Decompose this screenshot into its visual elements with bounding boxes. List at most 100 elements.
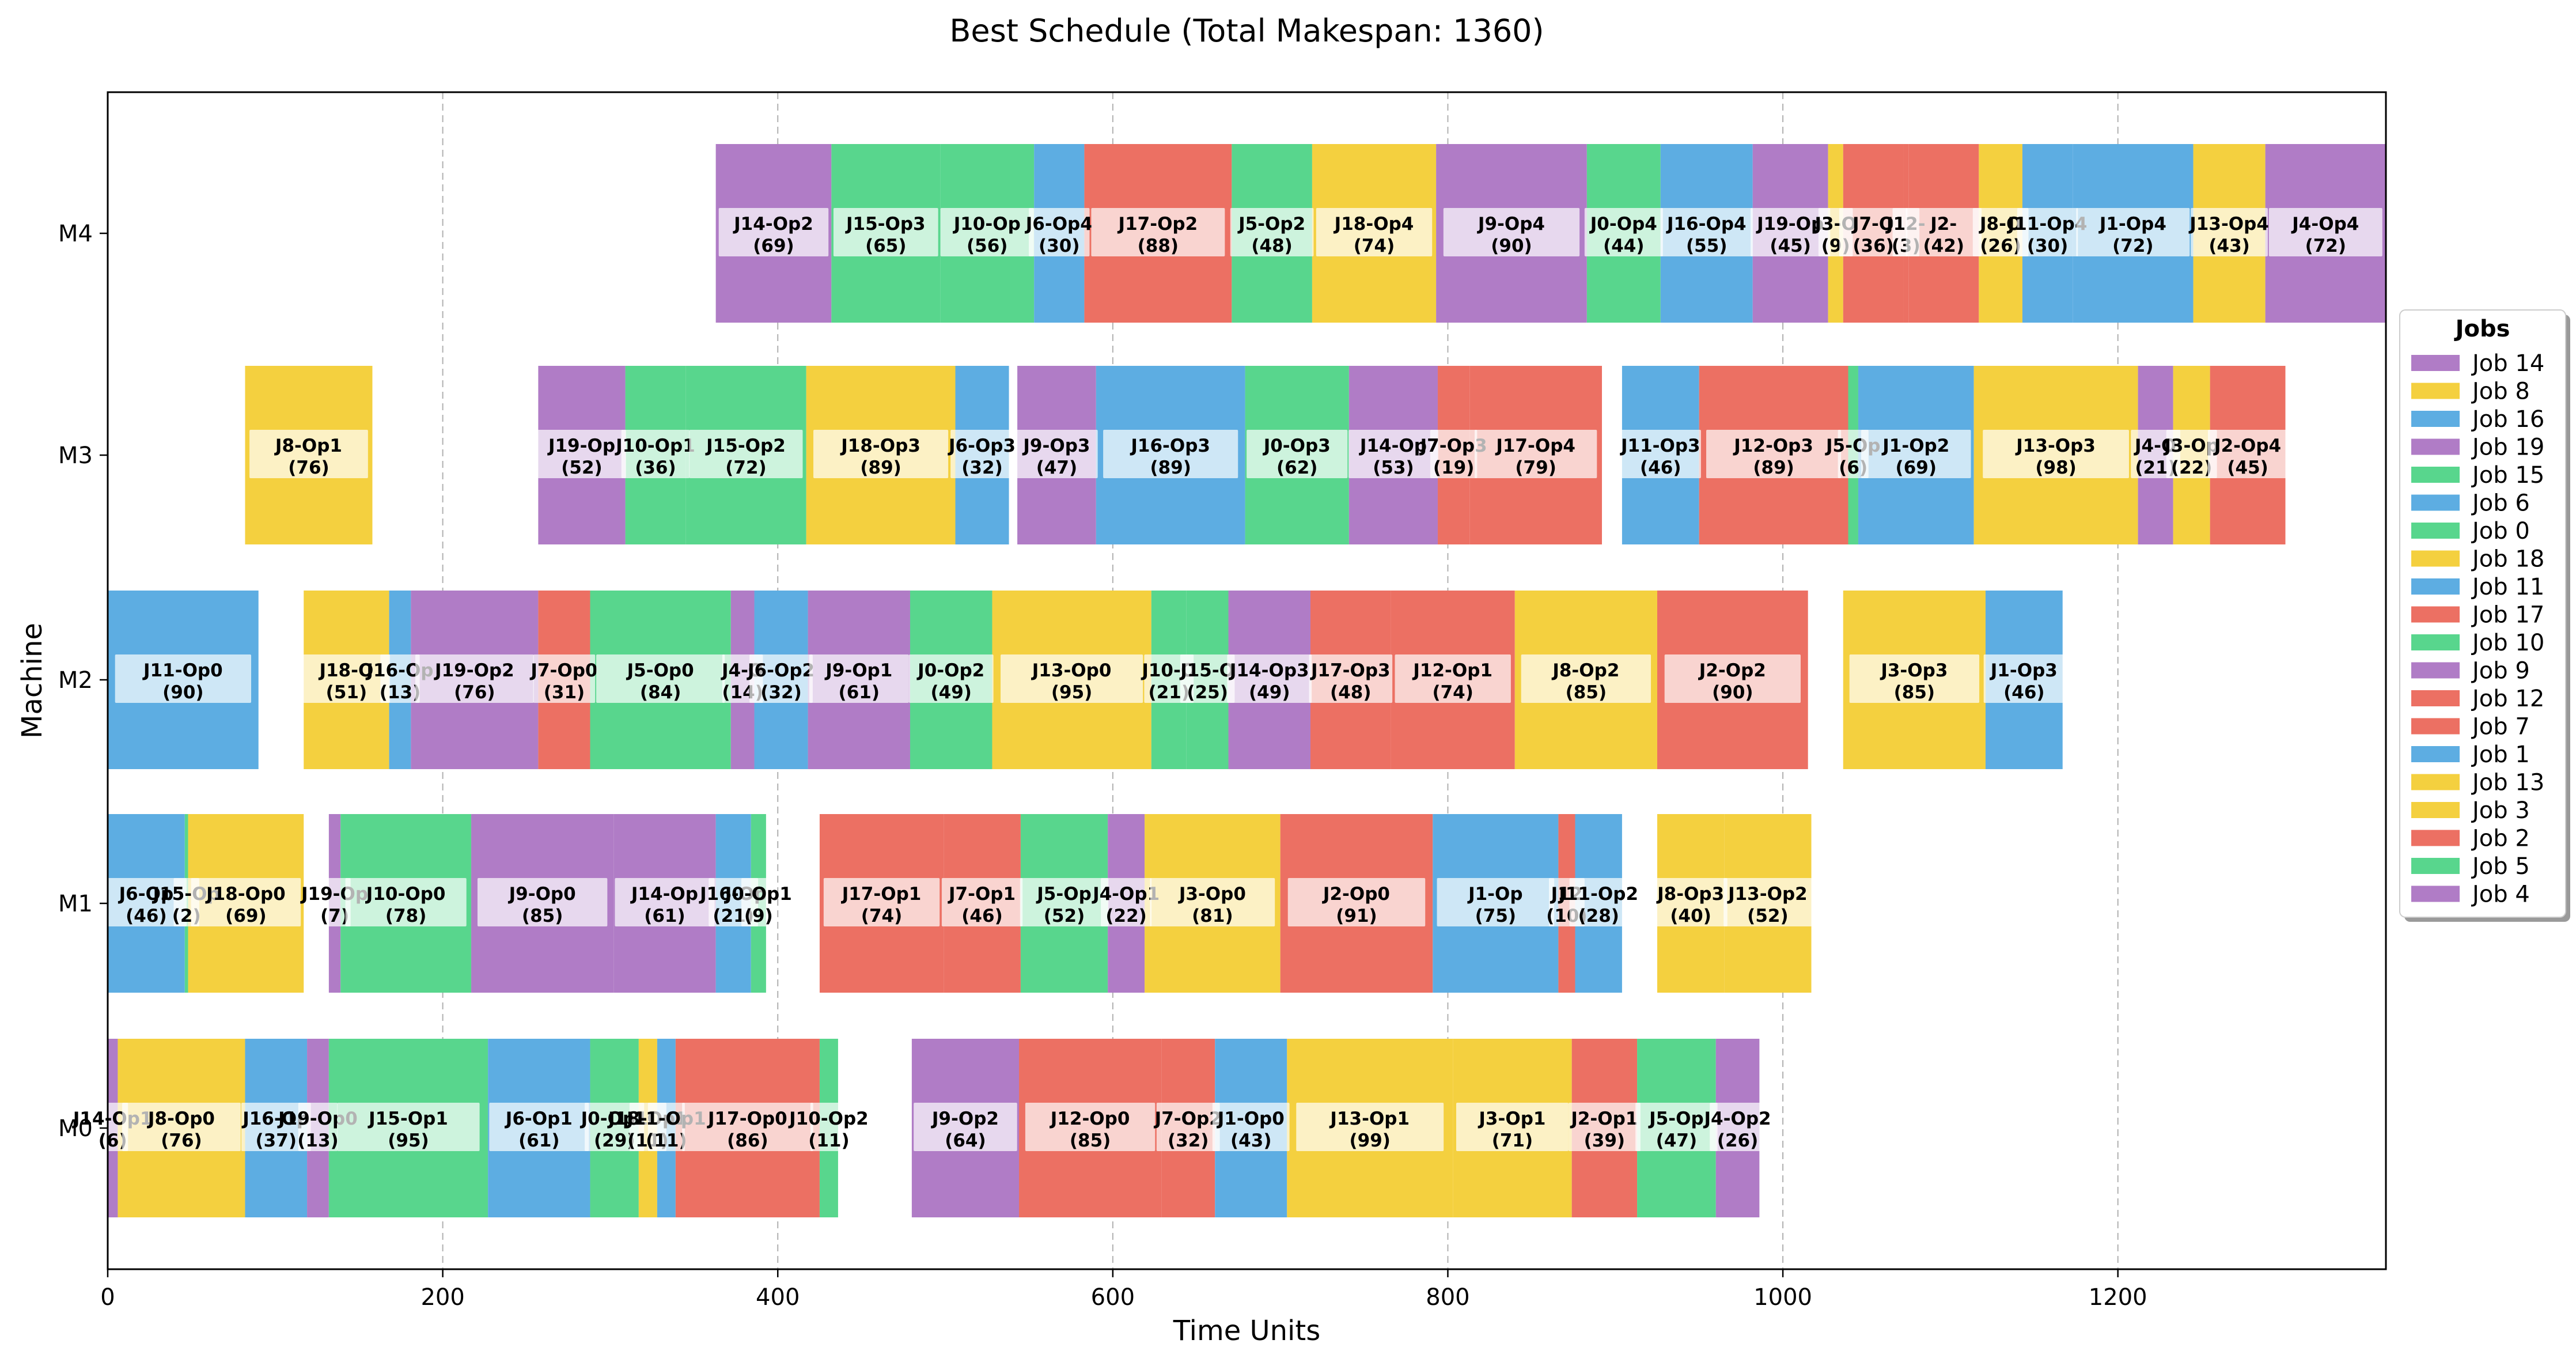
task-label-bg [1861, 430, 1971, 478]
task-label-bg [1849, 654, 1980, 703]
task-op-label: J2- [1929, 214, 1957, 234]
task-op-label: J2-Op0 [1322, 884, 1390, 905]
task-label: J17-Op3(48) [1309, 654, 1393, 703]
task-op-label: J16-Op3 [1130, 436, 1210, 456]
task-duration-label: (45) [2227, 457, 2268, 478]
x-axis-label: Time Units [1173, 1315, 1320, 1347]
task-label-bg [1751, 208, 1831, 256]
task-label-bg [1091, 208, 1225, 256]
task-duration-label: (85) [522, 906, 563, 926]
task-label-bg [1348, 430, 1438, 478]
task-duration-label: (29) [594, 1130, 635, 1151]
task-label-bg [647, 1103, 685, 1151]
task-label-bg [1430, 430, 1478, 478]
task-label-bg [1316, 208, 1433, 256]
task-duration-label: (52) [1747, 906, 1788, 926]
x-axis-ticks: 0 200 400 600 800 1000 1200 [100, 1269, 2147, 1311]
task-label-bg [345, 878, 467, 926]
task-duration-label: (56) [967, 236, 1007, 256]
task-duration-label: (32) [1168, 1130, 1209, 1151]
task-duration-label: (76) [288, 457, 329, 478]
task-label-bg [1296, 1103, 1444, 1151]
task-label-bg [1150, 878, 1275, 926]
task-duration-label: (48) [1330, 682, 1371, 703]
task-label-bg [689, 430, 803, 478]
task-label-bg [1230, 208, 1314, 256]
task-label: J0-Op4(44) [1584, 208, 1663, 256]
task-duration-label: (72) [2305, 236, 2346, 256]
legend-swatch [2411, 467, 2460, 483]
task-label: J5-Op(52) [1020, 878, 1109, 926]
task-label-bg [1456, 1103, 1569, 1151]
task-op-label: J13-Op0 [1031, 660, 1112, 681]
task-label: J6-Op4(30) [1025, 208, 1093, 256]
task-label: J2-Op2(90) [1664, 654, 1801, 703]
task-op-label: J17-Op4 [1495, 436, 1575, 456]
task-label-bg [1016, 430, 1098, 478]
task-label-bg [749, 654, 813, 703]
task-duration-label: (88) [1138, 236, 1179, 256]
task-op-label: J12-Op0 [1050, 1108, 1130, 1129]
task-duration-label: (36) [1853, 236, 1893, 256]
task-duration-label: (46) [126, 906, 166, 926]
task-label-bg [741, 878, 776, 926]
task-label-bg [2268, 208, 2382, 256]
task-duration-label: (99) [1350, 1130, 1391, 1151]
task-op-label: J17-Op2 [1117, 214, 1198, 234]
task-op-label: J6-Op2 [747, 660, 815, 681]
task-op-label: J3-Op0 [1178, 884, 1246, 905]
task-duration-label: (90) [162, 682, 203, 703]
task-duration-label: (89) [1150, 457, 1191, 478]
task-label: J5-Op0(84) [596, 654, 725, 703]
task-label-bg [596, 654, 725, 703]
task-label: J13-Op3(98) [1983, 430, 2129, 478]
task-label-bg [533, 654, 596, 703]
task-label-bg [1664, 654, 1801, 703]
task-label: J14-Op2(69) [718, 208, 829, 256]
task-label-bg [1443, 208, 1580, 256]
legend-swatch [2411, 858, 2460, 874]
legend-swatch [2411, 690, 2460, 706]
task-label: J19-Op(52) [537, 430, 626, 478]
task-duration-label: (26) [1717, 1130, 1758, 1151]
legend-entry-label: Job 1 [2471, 741, 2530, 768]
task-op-label: J19-Op [1756, 214, 1824, 234]
task-duration-label: (71) [1492, 1130, 1533, 1151]
task-duration-label: (61) [518, 1130, 559, 1151]
task-duration-label: (81) [1192, 906, 1233, 926]
task-duration-label: (31) [544, 682, 585, 703]
task-duration-label: (61) [839, 682, 880, 703]
task-op-label: J3-Op1 [1478, 1108, 1545, 1129]
task-label-bg [1395, 654, 1511, 703]
task-label: J5-Op(47) [1635, 1103, 1718, 1151]
legend-swatch [2411, 383, 2460, 399]
task-duration-label: (45) [1770, 236, 1810, 256]
task-duration-label: (46) [961, 906, 1002, 926]
y-axis-ticks: M0 M1 M2 M3 M4 [58, 221, 108, 1142]
legend-title: Jobs [2454, 316, 2510, 342]
task-label-bg [810, 1103, 847, 1151]
legend-entry-label: Job 5 [2471, 853, 2530, 880]
task-duration-label: (47) [1656, 1130, 1697, 1151]
task-label: J4-Op4(72) [2268, 208, 2382, 256]
task-duration-label: (69) [753, 236, 794, 256]
task-label: J2-(42) [1906, 208, 1982, 256]
task-label-bg [813, 430, 949, 478]
legend-entry-label: Job 0 [2471, 518, 2530, 544]
task-label: J9-Op2(64) [914, 1103, 1017, 1151]
task-label-bg [2076, 208, 2190, 256]
task-label-bg [191, 878, 301, 926]
task-label-bg [1156, 1103, 1220, 1151]
task-label-bg [950, 430, 1014, 478]
task-op-label: J19-Op [547, 436, 615, 456]
legend-swatch [2411, 355, 2460, 371]
task-label-bg [1474, 430, 1597, 478]
task-op-label: J5-Op2 [1237, 214, 1305, 234]
task-label: J18-Op4(74) [1316, 208, 1433, 256]
task-label: J11-Op4(30) [2007, 208, 2087, 256]
task-label-bg [1660, 208, 1753, 256]
legend-entry-label: Job 9 [2471, 658, 2530, 684]
task-label: J6-Op1(61) [489, 1103, 589, 1151]
